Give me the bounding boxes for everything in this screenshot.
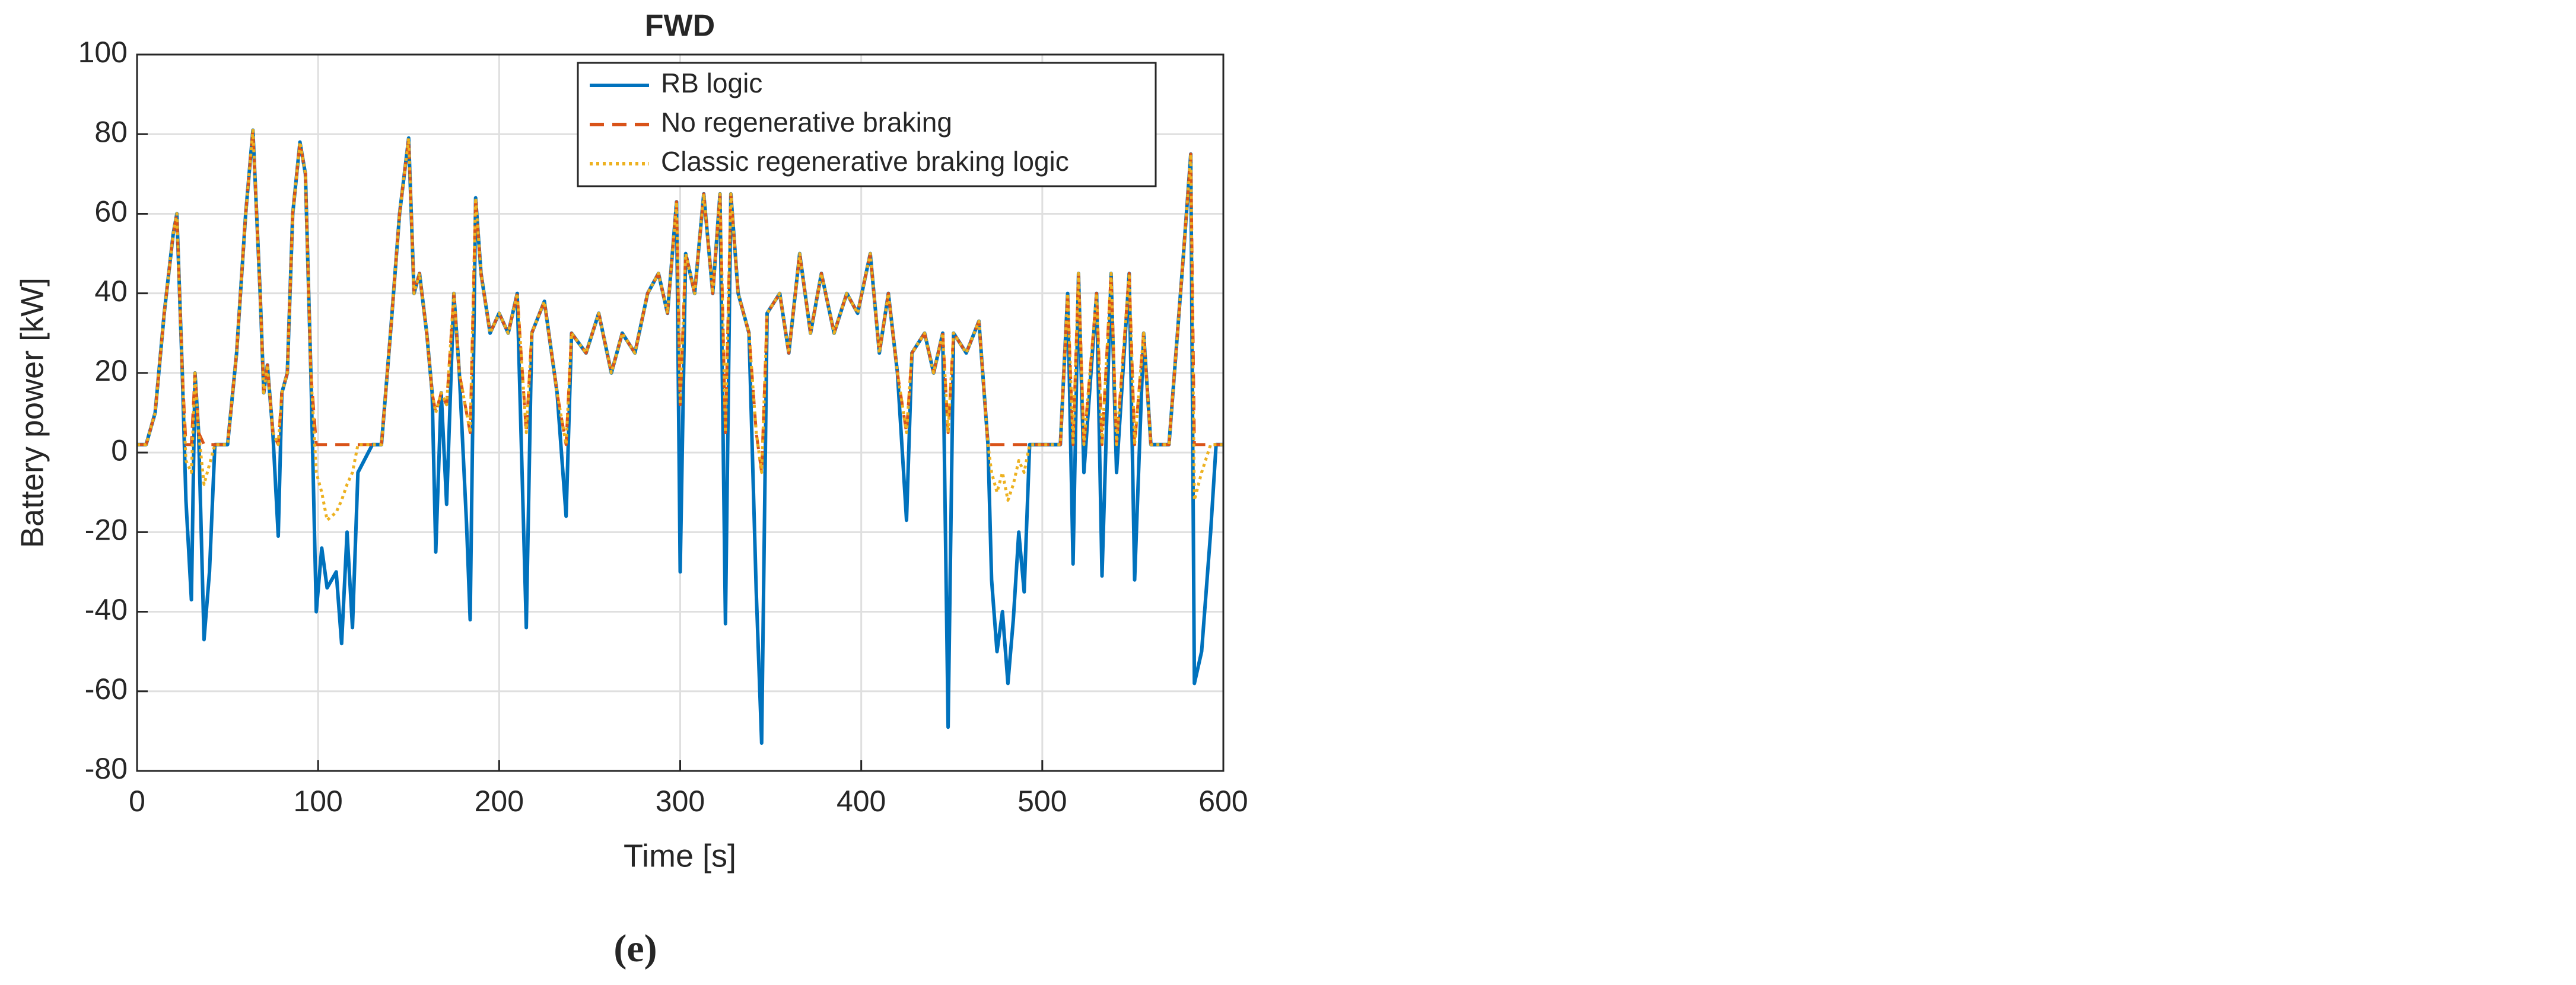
x-tick-label: 500: [1017, 785, 1067, 818]
y-tick-label: -20: [85, 514, 128, 547]
x-tick-label: 200: [475, 785, 524, 818]
chart-title: FWD: [645, 9, 715, 43]
y-tick-label: 60: [94, 195, 128, 228]
series-line: [137, 129, 1223, 522]
y-tick-label: 20: [94, 354, 128, 387]
legend-box: [577, 62, 1157, 187]
legend-label: Classic regenerative braking logic: [661, 146, 1069, 177]
x-tick-label: 400: [837, 785, 886, 818]
x-axis-label: Time [s]: [624, 838, 736, 874]
y-tick-label: -80: [85, 752, 128, 785]
x-tick-label: 100: [293, 785, 342, 818]
y-tick-label: 0: [111, 433, 128, 467]
y-tick-label: 40: [94, 275, 128, 308]
x-tick-label: 300: [656, 785, 705, 818]
y-tick-label: -60: [85, 672, 128, 706]
y-tick-label: 80: [94, 115, 128, 148]
x-tick-label: 600: [1198, 785, 1248, 818]
caption: (e): [613, 927, 657, 970]
y-axis-label: Battery power [kW]: [14, 278, 50, 548]
y-tick-label: 100: [78, 36, 128, 69]
legend-label: No regenerative braking: [661, 107, 952, 138]
legend-label: RB logic: [661, 68, 762, 98]
plot-frame: [136, 53, 1225, 772]
y-tick-label: -40: [85, 593, 128, 626]
x-tick-label: 0: [129, 785, 145, 818]
